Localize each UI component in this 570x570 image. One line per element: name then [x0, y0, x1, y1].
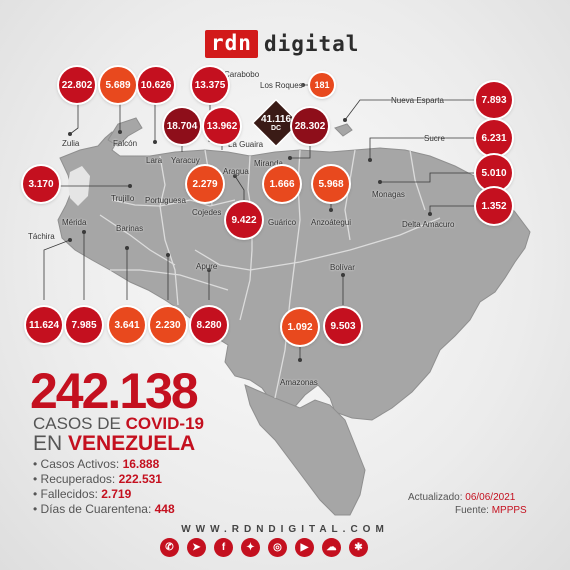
- bubble-aragua: 9.422: [226, 202, 262, 238]
- stat-deaths-label: Fallecidos:: [40, 487, 102, 501]
- stat-recovered: • Recuperados: 222.531: [33, 472, 162, 486]
- stat-active-label: Casos Activos:: [40, 457, 123, 471]
- source-value: MPPPS: [491, 505, 527, 516]
- bubble-sucre: 6.231: [476, 120, 512, 156]
- leader-dots: [68, 83, 432, 362]
- bubble-portuguesa: 2.230: [150, 307, 186, 343]
- youtube-icon[interactable]: ▶: [295, 538, 314, 557]
- bubble-anzoategui: 5.968: [313, 166, 349, 202]
- spreaker-icon[interactable]: ✱: [349, 538, 368, 557]
- updated-line: Actualizado: 06/06/2021: [408, 492, 515, 503]
- whatsapp-icon[interactable]: ✆: [160, 538, 179, 557]
- bubble-apure: 8.280: [191, 307, 227, 343]
- state-label-apure: Apure: [196, 262, 218, 271]
- en-country: VENEZUELA: [68, 432, 196, 455]
- source-label: Fuente:: [455, 505, 492, 516]
- state-label-falcon: Falcón: [113, 139, 138, 148]
- stat-quarantine-label: Días de Cuarentena:: [40, 502, 155, 516]
- bubble-cojedes: 2.279: [187, 166, 223, 202]
- state-label-aragua: Aragua: [223, 167, 249, 176]
- state-label-guarico: Guárico: [268, 218, 297, 227]
- bubble-trujillo: 3.170: [23, 166, 59, 202]
- state-label-zulia: Zulia: [62, 139, 80, 148]
- state-label-miranda: Miranda: [254, 159, 283, 168]
- state-label-bolivar: Bolívar: [330, 263, 355, 272]
- bubble-los-roques: 181: [310, 73, 334, 97]
- source-line: Fuente: MPPPS: [455, 505, 527, 516]
- bubble-bolivar: 9.503: [325, 308, 361, 344]
- bubble-carabobo: 13.375: [192, 67, 228, 103]
- logo-digital: digital: [263, 32, 360, 56]
- stat-quarantine-days: • Días de Cuarentena: 448: [33, 502, 175, 516]
- state-label-nueva-esparta: Nueva Esparta: [391, 96, 444, 105]
- state-label-lara: Lara: [146, 156, 163, 165]
- bubble-tachira: 11.624: [26, 307, 62, 343]
- state-label-barinas: Barinas: [116, 224, 144, 233]
- stat-deaths-value: 2.719: [101, 487, 132, 501]
- bubble-lara: 10.626: [138, 67, 174, 103]
- facebook-icon[interactable]: f: [214, 538, 233, 557]
- dc-label: DC: [270, 125, 282, 132]
- stat-active-value: 16.888: [122, 457, 160, 471]
- casos-covid: COVID-19: [125, 414, 205, 433]
- state-label-anzoategui: Anzoátegui: [311, 218, 352, 227]
- map-landmass: [57, 131, 531, 421]
- telegram-icon[interactable]: ➤: [187, 538, 206, 557]
- state-label-yaracuy: Yaracuy: [171, 156, 200, 165]
- stat-deaths: • Fallecidos: 2.719: [33, 487, 132, 501]
- casos-heading: CASOS DE COVID-19: [33, 414, 204, 434]
- website-link[interactable]: WWW.RDNDIGITAL.COM: [181, 524, 389, 535]
- state-label-portuguesa: Portuguesa: [145, 196, 186, 205]
- state-label-amazonas: Amazonas: [280, 378, 318, 387]
- instagram-icon[interactable]: ◎: [268, 538, 287, 557]
- bubble-miranda: 28.302: [292, 108, 328, 144]
- state-label-la-guaira: La Guaira: [228, 140, 264, 149]
- state-label-los-roques: Los Roques: [260, 81, 303, 90]
- stat-active: • Casos Activos: 16.888: [33, 457, 160, 471]
- en-prefix: EN: [33, 432, 69, 455]
- soundcloud-icon[interactable]: ☁: [322, 538, 341, 557]
- state-label-carabobo: Carabobo: [224, 70, 260, 79]
- bubble-nueva-esparta: 7.893: [476, 82, 512, 118]
- state-label-trujillo: Trujillo: [111, 194, 135, 203]
- stat-recovered-value: 222.531: [118, 472, 162, 486]
- updated-label: Actualizado:: [408, 492, 466, 503]
- stat-quarantine-value: 448: [154, 502, 175, 516]
- rdn-digital-logo: rdn digital: [205, 30, 359, 58]
- state-label-delta-amacuro: Delta Amacuro: [402, 220, 455, 229]
- total-cases: 242.138: [30, 363, 199, 419]
- stat-recovered-label: Recuperados:: [40, 472, 119, 486]
- logo-rdn: rdn: [205, 30, 258, 58]
- state-label-monagas: Monagas: [372, 190, 405, 199]
- country-heading: EN VENEZUELA: [33, 432, 195, 456]
- bubble-yaracuy: 18.704: [164, 108, 200, 144]
- state-label-tachira: Táchira: [28, 232, 55, 241]
- bubble-monagas: 5.010: [476, 155, 512, 191]
- dc-marker: 41.116 DC: [253, 100, 299, 146]
- social-bar: ✆ ➤ f ✦ ◎ ▶ ☁ ✱: [160, 538, 368, 557]
- casos-prefix: CASOS DE: [33, 414, 126, 433]
- state-label-cojedes: Cojedes: [192, 208, 222, 217]
- bubble-la-guaira: 13.962: [204, 108, 240, 144]
- bubble-merida: 7.985: [66, 307, 102, 343]
- updated-value: 06/06/2021: [465, 492, 516, 503]
- state-label-merida: Mérida: [62, 218, 87, 227]
- dc-value: 41.116: [260, 114, 292, 125]
- bubble-amazonas: 1.092: [282, 309, 318, 345]
- twitter-icon[interactable]: ✦: [241, 538, 260, 557]
- bubble-zulia: 22.802: [59, 67, 95, 103]
- bubble-barinas: 3.641: [109, 307, 145, 343]
- leader-lines: [43, 84, 475, 360]
- state-label-sucre: Sucre: [424, 134, 445, 143]
- stats-list: • Casos Activos: 16.888 • Recuperados: 2…: [33, 457, 175, 517]
- bubble-falcon: 5.689: [100, 67, 136, 103]
- bubble-delta-amacuro: 1.352: [476, 188, 512, 224]
- bubble-guarico: 1.666: [264, 166, 300, 202]
